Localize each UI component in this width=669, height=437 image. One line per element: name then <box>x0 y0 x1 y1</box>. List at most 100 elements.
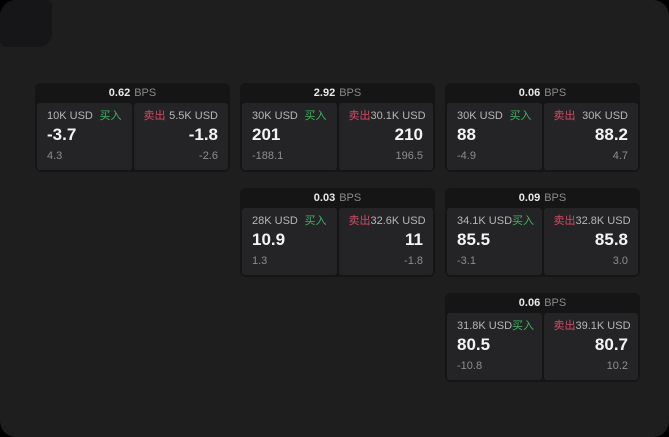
spread-unit: BPS <box>339 192 362 204</box>
sell-pane[interactable]: 卖出 30.1K USD 210 196.5 <box>338 103 433 170</box>
sell-amount: 32.8K USD <box>575 215 631 227</box>
sell-label: 卖出 <box>143 110 166 122</box>
sell-label: 卖出 <box>348 215 371 227</box>
buy-amount: 10K USD <box>47 110 93 122</box>
sell-pane-top: 卖出 32.6K USD <box>348 215 426 228</box>
buy-pane[interactable]: 28K USD 买入 10.9 1.3 <box>242 208 337 275</box>
buy-pane[interactable]: 30K USD 买入 201 -188.1 <box>242 103 337 170</box>
buy-label: 买入 <box>512 215 535 227</box>
sell-price: 85.8 <box>594 230 628 249</box>
sell-pane-top: 卖出 32.8K USD <box>553 215 631 228</box>
quote-grid: 0.62 BPS 10K USD 买入 -3.7 4.3 卖出 5.5K USD <box>35 83 640 382</box>
spread-header: 0.06 BPS <box>445 83 640 103</box>
quote-card[interactable]: 0.09 BPS 34.1K USD 买入 85.5 -3.1 卖出 32.8K… <box>445 188 640 277</box>
buy-amount: 31.8K USD <box>457 320 513 332</box>
buy-change: -188.1 <box>252 150 284 162</box>
spread-unit: BPS <box>544 87 567 99</box>
buy-change: -4.9 <box>457 150 476 162</box>
sell-price: 11 <box>405 230 423 249</box>
sell-price: 88.2 <box>594 125 628 144</box>
buy-amount: 30K USD <box>457 110 503 122</box>
quote-card[interactable]: 0.03 BPS 28K USD 买入 10.9 1.3 卖出 32.6K US… <box>240 188 435 277</box>
spread-value: 0.62 <box>108 87 131 99</box>
buy-label: 买入 <box>99 110 122 122</box>
buy-price: -3.7 <box>47 125 77 144</box>
buy-label: 买入 <box>304 110 327 122</box>
quote-card[interactable]: 2.92 BPS 30K USD 买入 201 -188.1 卖出 30.1K … <box>240 83 435 172</box>
sell-price: 210 <box>394 125 423 144</box>
quote-body: 30K USD 买入 88 -4.9 卖出 30K USD 88.2 4.7 <box>445 103 640 172</box>
sell-change: -2.6 <box>199 150 218 162</box>
buy-pane-top: 34.1K USD 买入 <box>457 215 535 228</box>
sell-label: 卖出 <box>553 215 576 227</box>
sell-pane[interactable]: 卖出 32.6K USD 11 -1.8 <box>338 208 433 275</box>
sell-pane[interactable]: 卖出 32.8K USD 85.8 3.0 <box>543 208 638 275</box>
buy-pane-top: 10K USD 买入 <box>47 110 122 123</box>
buy-label: 买入 <box>509 110 532 122</box>
buy-pane[interactable]: 34.1K USD 买入 85.5 -3.1 <box>447 208 542 275</box>
sell-amount: 30K USD <box>582 110 628 122</box>
sell-pane-top: 卖出 5.5K USD <box>144 110 219 123</box>
quote-body: 34.1K USD 买入 85.5 -3.1 卖出 32.8K USD 85.8… <box>445 208 640 277</box>
sell-label: 卖出 <box>348 110 371 122</box>
spread-value: 0.03 <box>313 192 336 204</box>
sell-pane[interactable]: 卖出 39.1K USD 80.7 10.2 <box>543 313 638 380</box>
quote-body: 31.8K USD 买入 80.5 -10.8 卖出 39.1K USD 80.… <box>445 313 640 382</box>
spread-value: 0.06 <box>518 87 541 99</box>
sell-change: 10.2 <box>606 360 628 372</box>
buy-pane-top: 30K USD 买入 <box>457 110 532 123</box>
spread-value: 0.06 <box>518 297 541 309</box>
sell-amount: 30.1K USD <box>370 110 426 122</box>
sell-change: 196.5 <box>395 150 423 162</box>
buy-price: 80.5 <box>457 335 491 354</box>
buy-price: 10.9 <box>252 230 286 249</box>
sell-pane-top: 卖出 39.1K USD <box>554 320 631 333</box>
spread-header: 0.09 BPS <box>445 188 640 208</box>
sell-amount: 39.1K USD <box>575 320 631 332</box>
sell-change: 4.7 <box>612 150 628 162</box>
buy-change: -10.8 <box>457 360 483 372</box>
spread-header: 0.62 BPS <box>35 83 230 103</box>
buy-amount: 30K USD <box>252 110 298 122</box>
buy-label: 买入 <box>304 215 327 227</box>
buy-amount: 28K USD <box>252 215 298 227</box>
quote-card[interactable]: 0.06 BPS 31.8K USD 买入 80.5 -10.8 卖出 39.1… <box>445 293 640 382</box>
buy-amount: 34.1K USD <box>457 215 513 227</box>
spread-header: 0.03 BPS <box>240 188 435 208</box>
sell-label: 卖出 <box>553 110 576 122</box>
sell-amount: 5.5K USD <box>169 110 218 122</box>
spread-unit: BPS <box>134 87 157 99</box>
sell-price: 80.7 <box>594 335 628 354</box>
sell-pane[interactable]: 卖出 30K USD 88.2 4.7 <box>543 103 638 170</box>
buy-pane-top: 31.8K USD 买入 <box>457 320 535 333</box>
buy-label: 买入 <box>512 320 535 332</box>
buy-change: 4.3 <box>47 150 63 162</box>
buy-pane-top: 30K USD 买入 <box>252 110 327 123</box>
corner-panel <box>0 0 52 47</box>
spread-header: 0.06 BPS <box>445 293 640 313</box>
buy-price: 201 <box>252 125 281 144</box>
spread-unit: BPS <box>544 192 567 204</box>
buy-change: -3.1 <box>457 255 476 267</box>
buy-price: 85.5 <box>457 230 491 249</box>
buy-pane[interactable]: 31.8K USD 买入 80.5 -10.8 <box>447 313 542 380</box>
quote-card[interactable]: 0.62 BPS 10K USD 买入 -3.7 4.3 卖出 5.5K USD <box>35 83 230 172</box>
buy-pane[interactable]: 10K USD 买入 -3.7 4.3 <box>37 103 132 170</box>
spread-header: 2.92 BPS <box>240 83 435 103</box>
sell-pane-top: 卖出 30K USD <box>554 110 629 123</box>
sell-amount: 32.6K USD <box>370 215 426 227</box>
buy-pane[interactable]: 30K USD 买入 88 -4.9 <box>447 103 542 170</box>
buy-price: 88 <box>457 125 476 144</box>
spread-unit: BPS <box>339 87 362 99</box>
sell-change: -1.8 <box>404 255 423 267</box>
quote-card[interactable]: 0.06 BPS 30K USD 买入 88 -4.9 卖出 30K USD <box>445 83 640 172</box>
quote-body: 28K USD 买入 10.9 1.3 卖出 32.6K USD 11 -1.8 <box>240 208 435 277</box>
quote-body: 10K USD 买入 -3.7 4.3 卖出 5.5K USD -1.8 -2.… <box>35 103 230 172</box>
buy-pane-top: 28K USD 买入 <box>252 215 327 228</box>
spread-unit: BPS <box>544 297 567 309</box>
spread-value: 2.92 <box>313 87 336 99</box>
spread-value: 0.09 <box>518 192 541 204</box>
sell-pane[interactable]: 卖出 5.5K USD -1.8 -2.6 <box>133 103 228 170</box>
sell-pane-top: 卖出 30.1K USD <box>348 110 426 123</box>
